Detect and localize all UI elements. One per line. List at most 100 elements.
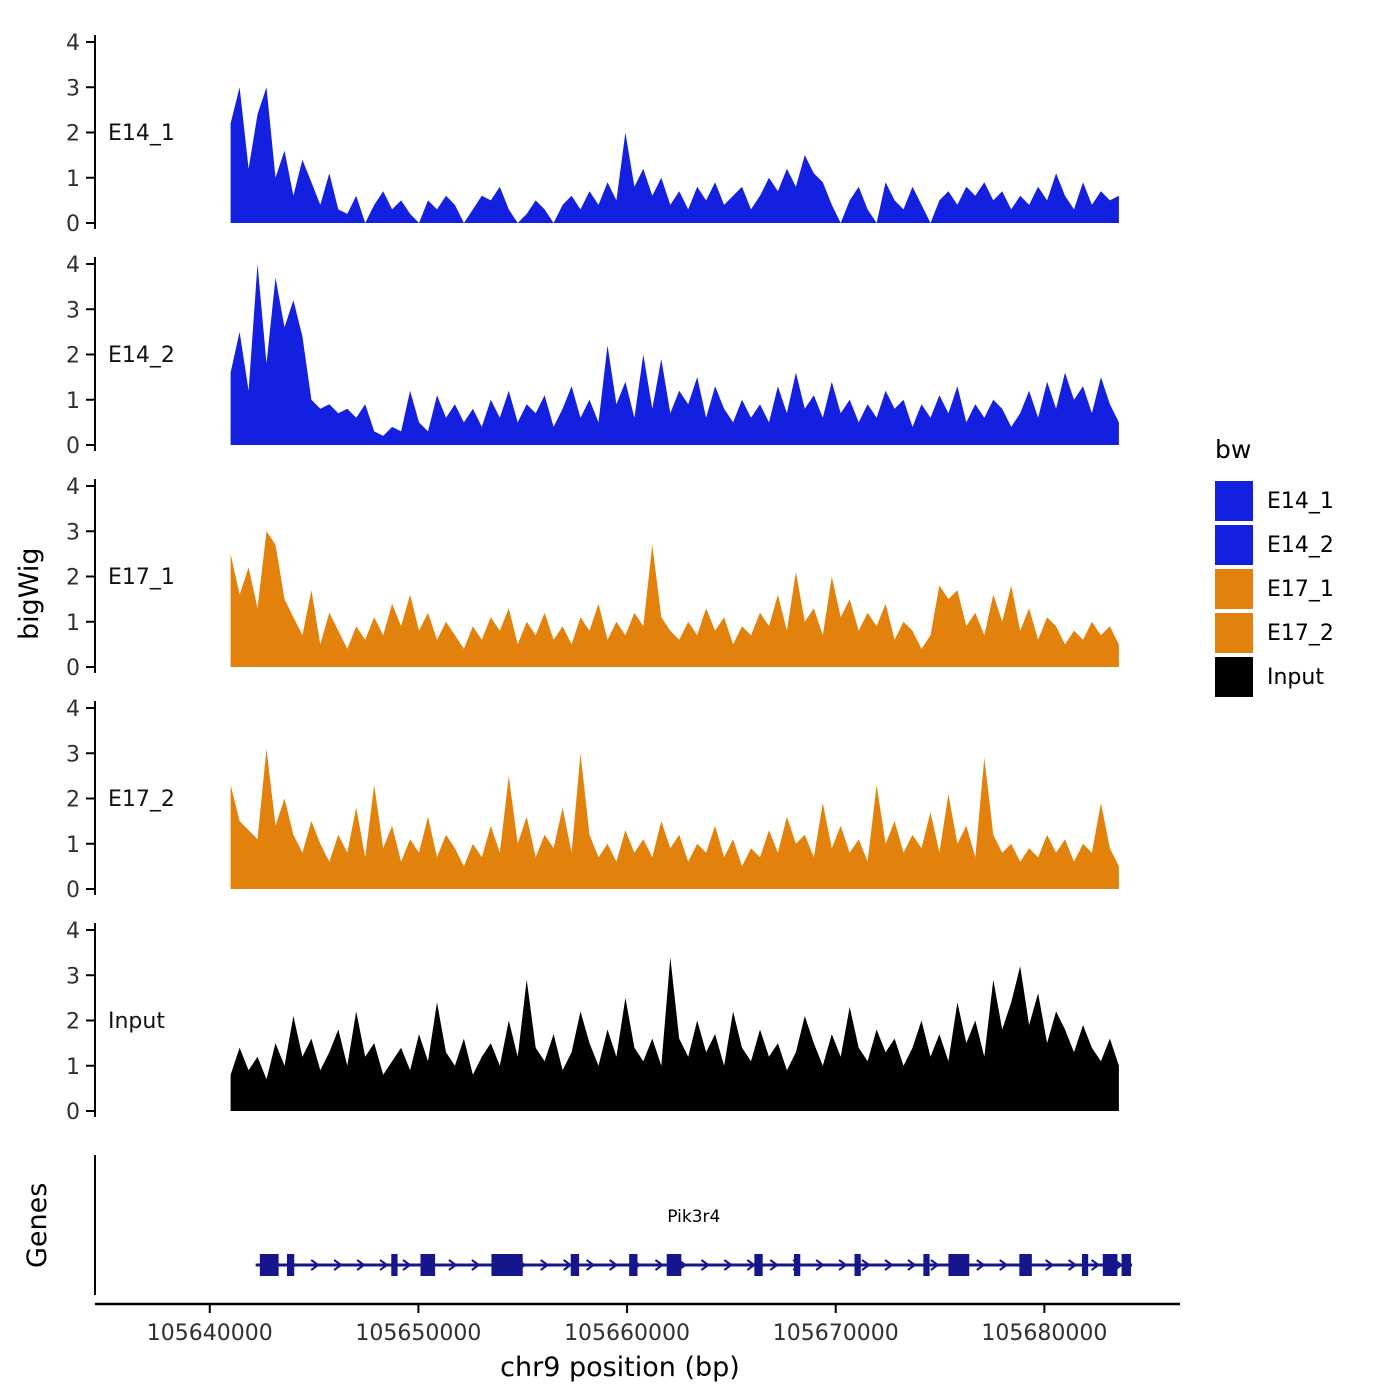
strand-arrow [356, 1259, 366, 1271]
strand-arrow [563, 1259, 573, 1271]
strand-arrow [608, 1259, 619, 1271]
exon-box [629, 1254, 638, 1276]
tracks-area: 0 1 2 3 4 E14_1 0 1 2 3 4 E14_2 0 1 2 3 4 E17_1 0 1 2 3… [60, 25, 1180, 1135]
strand-arrow [402, 1259, 412, 1271]
coverage-area [230, 87, 1119, 223]
legend-entry: E14_1 [1215, 480, 1400, 522]
x-tick-label: 105650000 [355, 1321, 481, 1346]
coverage-area [230, 957, 1119, 1111]
exon-box [1121, 1254, 1131, 1276]
y-tick-label: 2 [66, 566, 80, 591]
legend-entry: E17_1 [1215, 568, 1400, 610]
y-tick-label: 2 [66, 1010, 80, 1035]
track-plot-e17-2: 0 1 2 3 4 [66, 697, 1119, 903]
strand-arrow [838, 1259, 848, 1271]
strand-arrow [976, 1259, 986, 1271]
y-tick-label: 3 [66, 742, 80, 767]
strand-arrow [1068, 1259, 1078, 1271]
track-panel-input: 0 1 2 3 4 Input [60, 913, 1180, 1135]
y-tick-label: 0 [66, 656, 80, 681]
gene-name-label: Pik3r4 [667, 1207, 720, 1227]
coverage-area [230, 748, 1119, 889]
exon-box [666, 1254, 682, 1276]
y-tick-label: 0 [66, 434, 80, 459]
strand-arrow [769, 1259, 779, 1271]
y-tick-label: 2 [66, 122, 80, 147]
exon-box [286, 1254, 295, 1276]
legend-label-e17-1: E17_1 [1267, 576, 1334, 602]
strand-arrow [310, 1259, 320, 1271]
track-label-e14-2: E14_2 [108, 343, 175, 368]
exon-box [754, 1254, 763, 1276]
strand-arrow [471, 1259, 481, 1271]
y-tick-label: 3 [66, 76, 80, 101]
y-axis-title: bigWig [14, 547, 45, 640]
legend-entry: Input [1215, 656, 1400, 698]
strand-arrow [907, 1259, 917, 1271]
gene-model-plot: Pik3r4 [94, 1155, 1133, 1295]
exon-box [1081, 1254, 1089, 1276]
exon-box [1019, 1254, 1032, 1276]
track-label-e14-1: E14_1 [108, 121, 175, 146]
strand-arrow [884, 1259, 894, 1271]
exon-box [570, 1254, 580, 1276]
y-tick-label: 1 [66, 1055, 80, 1080]
legend-label-e14-1: E14_1 [1267, 488, 1334, 514]
y-tick-label: 4 [66, 31, 80, 56]
track-label-input: Input [108, 1009, 165, 1034]
y-tick-label: 1 [66, 833, 80, 858]
legend-swatch-input [1215, 657, 1253, 697]
track-label-e17-2: E17_2 [108, 787, 175, 812]
exon-box [491, 1254, 523, 1276]
strand-arrow [700, 1259, 711, 1271]
exon-box [793, 1254, 801, 1276]
exon-box [948, 1254, 970, 1276]
y-tick-label: 1 [66, 389, 80, 414]
legend-swatch-e17-1 [1215, 569, 1253, 609]
exon-box [854, 1254, 861, 1276]
strand-arrow [930, 1259, 940, 1271]
x-axis-title: chr9 position (bp) [500, 1352, 740, 1383]
y-tick-label: 2 [66, 344, 80, 369]
strand-arrow [540, 1259, 550, 1271]
track-plot-e14-2: 0 1 2 3 4 [66, 253, 1119, 459]
legend-swatch-e14-2 [1215, 525, 1253, 565]
track-plot-e17-1: 0 1 2 3 4 [66, 475, 1119, 681]
y-tick-label: 3 [66, 298, 80, 323]
genes-panel: Pik3r4 [60, 1150, 1180, 1300]
coverage-area [230, 531, 1119, 667]
legend: bw E14_1 E14_2 E17_1 E17_2 Input [1215, 435, 1400, 700]
strand-arrow [861, 1259, 871, 1271]
track-label-e17-1: E17_1 [108, 565, 175, 590]
y-tick-label: 4 [66, 475, 80, 500]
track-plot-e14-1: 0 1 2 3 4 [66, 31, 1119, 237]
y-tick-label: 0 [66, 878, 80, 903]
x-axis: 105640000 105650000 105660000 105670000 1056… [60, 1302, 1180, 1362]
strand-arrow [654, 1259, 665, 1271]
strand-arrow [586, 1259, 596, 1271]
legend-entry: E17_2 [1215, 612, 1400, 654]
strand-arrow [379, 1259, 389, 1271]
track-panel-e14-1: 0 1 2 3 4 E14_1 [60, 25, 1180, 247]
strand-arrow [1090, 1259, 1101, 1271]
y-tick-label: 0 [66, 212, 80, 237]
x-tick-label: 105640000 [147, 1321, 273, 1346]
strand-arrow [746, 1259, 756, 1271]
exon-box [923, 1254, 930, 1276]
y-tick-label: 3 [66, 520, 80, 545]
strand-arrow [448, 1259, 458, 1271]
strand-arrow [999, 1259, 1009, 1271]
track-panel-e17-2: 0 1 2 3 4 E17_2 [60, 691, 1180, 913]
x-axis-plot: 105640000 105650000 105660000 105670000 1056… [95, 1302, 1180, 1346]
y-tick-label: 2 [66, 788, 80, 813]
exon-box [420, 1254, 436, 1276]
y-tick-label: 4 [66, 697, 80, 722]
legend-title: bw [1215, 435, 1252, 464]
track-plot-input: 0 1 2 3 4 [66, 919, 1119, 1125]
y-tick-label: 4 [66, 919, 80, 944]
track-panel-e14-2: 0 1 2 3 4 E14_2 [60, 247, 1180, 469]
exon-box [391, 1254, 398, 1276]
strand-arrow [723, 1259, 734, 1271]
legend-label-input: Input [1267, 664, 1324, 690]
